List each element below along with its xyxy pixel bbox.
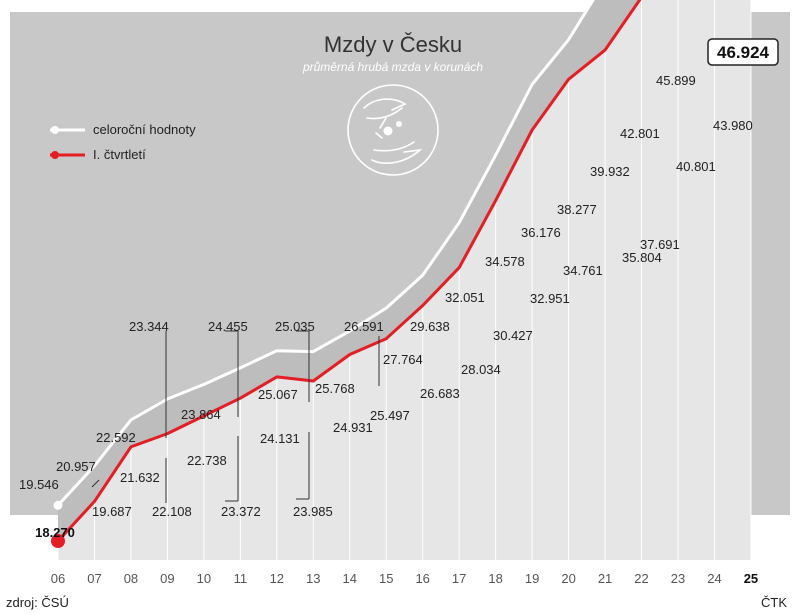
latest-value-label: 46.924 xyxy=(717,43,770,62)
annual-start-marker xyxy=(53,500,63,510)
annual-value-label: 26.591 xyxy=(344,319,384,334)
x-tick-label: 06 xyxy=(51,571,65,586)
annual-value-label: 38.277 xyxy=(557,202,597,217)
label-leaders xyxy=(91,330,380,503)
annual-value-label: 34.578 xyxy=(485,254,525,269)
annual-value-label: 25.035 xyxy=(275,319,315,334)
q1-value-label: 30.427 xyxy=(493,328,533,343)
x-tick-label: 10 xyxy=(197,571,211,586)
annual-value-label: 29.638 xyxy=(410,319,450,334)
x-tick-label: 07 xyxy=(87,571,101,586)
label-leader xyxy=(91,479,100,488)
x-tick-label: 17 xyxy=(452,571,466,586)
q1-value-label: 26.683 xyxy=(420,386,460,401)
chart-subtitle: průměrná hrubá mzda v korunách xyxy=(302,60,483,74)
x-tick-label: 14 xyxy=(343,571,357,586)
annual-series-line xyxy=(56,0,595,507)
q1-start-marker xyxy=(51,534,65,549)
annual-value-label: 20.957 xyxy=(56,459,96,474)
q1-value-label: 18.270 xyxy=(35,525,75,540)
annual-value-label: 36.176 xyxy=(521,225,561,240)
annual-value-label: 39.932 xyxy=(590,164,630,179)
hands-coin-logo xyxy=(347,84,439,176)
x-tick-label: 08 xyxy=(124,571,138,586)
annual-value-label: 24.455 xyxy=(208,319,248,334)
chart-title: Mzdy v Česku xyxy=(324,32,462,57)
q1-value-label: 28.034 xyxy=(461,362,501,377)
x-tick-label: 23 xyxy=(671,571,685,586)
annual-value-label: 25.067 xyxy=(258,387,298,402)
year-separators xyxy=(57,0,752,560)
x-tick-label: 13 xyxy=(306,571,320,586)
legend-marker-q1 xyxy=(51,151,59,159)
band-between-series xyxy=(58,0,640,541)
q1-value-label: 43.980 xyxy=(713,118,753,133)
annual-value-label: 45.899 xyxy=(656,73,696,88)
legend-label-q1: I. čtvrtletí xyxy=(93,147,146,162)
q1-value-label: 23.985 xyxy=(293,504,333,519)
x-tick-label: 22 xyxy=(634,571,648,586)
legend-label-annual: celoroční hodnoty xyxy=(93,122,196,137)
q1-value-label: 40.801 xyxy=(676,159,716,174)
q1-value-label: 37.691 xyxy=(640,237,680,252)
annual-value-label: 22.592 xyxy=(96,430,136,445)
x-tick-label: 19 xyxy=(525,571,539,586)
x-tick-label: 16 xyxy=(415,571,429,586)
legend-marker-annual xyxy=(51,126,59,134)
annual-value-label: 42.801 xyxy=(620,126,660,141)
q1-value-label: 23.372 xyxy=(221,504,261,519)
q1-value-label: 22.738 xyxy=(187,453,227,468)
q1-value-label: 21.632 xyxy=(120,470,160,485)
q1-value-label: 32.951 xyxy=(530,291,570,306)
annual-value-label: 32.051 xyxy=(445,290,485,305)
x-tick-label: 11 xyxy=(234,571,248,586)
annual-value-label: 27.764 xyxy=(383,352,423,367)
x-tick-label: 21 xyxy=(598,571,612,586)
q1-value-label: 34.761 xyxy=(563,263,603,278)
x-tick-label: 15 xyxy=(379,571,393,586)
x-tick-label: 18 xyxy=(488,571,502,586)
annual-value-label: 19.546 xyxy=(19,477,59,492)
x-tick-label: 20 xyxy=(561,571,575,586)
q1-value-label: 25.497 xyxy=(370,408,410,423)
q1-value-label: 35.804 xyxy=(622,250,662,265)
x-tick-label: 09 xyxy=(160,571,174,586)
q1-series-line xyxy=(56,0,642,543)
source-note: zdroj: ČSÚ xyxy=(6,595,69,610)
q1-value-label: 24.931 xyxy=(333,420,373,435)
end-markers xyxy=(51,500,65,549)
agency-credit: ČTK xyxy=(761,595,787,610)
legend: celoroční hodnoty I. čtvrtletí xyxy=(50,122,196,162)
q1-value-label: 19.687 xyxy=(92,504,132,519)
x-tick-label: 25 xyxy=(744,571,758,586)
annual-value-label: 25.768 xyxy=(315,381,355,396)
area-below-red-line xyxy=(58,0,751,560)
x-tick-label: 12 xyxy=(270,571,284,586)
x-tick-label: 24 xyxy=(707,571,721,586)
annual-value-label: 23.344 xyxy=(129,319,169,334)
x-axis-ticks: 06 07 08 09 10 11 12 13 14 15 16 17 18 19 20 21 22 23 24 25 xyxy=(51,571,758,586)
q1-value-label: 22.108 xyxy=(152,504,192,519)
annual-value-label: 23.864 xyxy=(181,407,221,422)
q1-value-label: 24.131 xyxy=(260,431,300,446)
latest-value-box xyxy=(707,38,779,66)
